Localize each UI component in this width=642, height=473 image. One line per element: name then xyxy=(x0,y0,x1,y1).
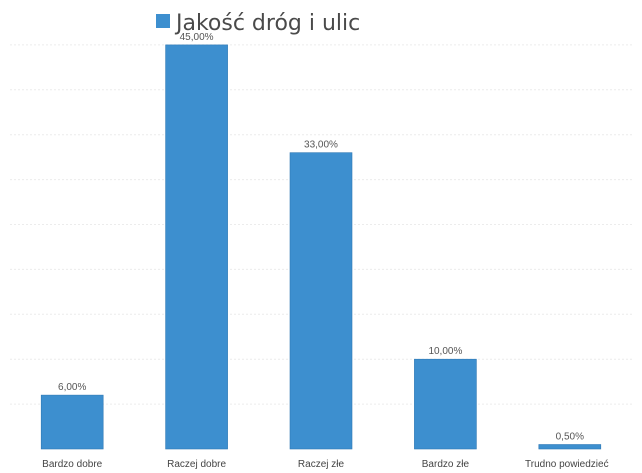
legend-label: Jakość dróg i ulic xyxy=(174,11,360,36)
x-tick-label: Trudno powiedzieć xyxy=(525,459,609,470)
bar xyxy=(165,44,228,450)
data-label: 33,00% xyxy=(304,140,338,151)
bars xyxy=(40,44,602,450)
x-tick-label: Bardzo dobre xyxy=(42,459,102,470)
x-tick-label: Bardzo złe xyxy=(422,459,470,470)
data-labels: 6,00% 45,00% 33,00% 10,00% 0,50% xyxy=(58,32,584,443)
data-label: 10,00% xyxy=(428,346,462,357)
x-tick-label: Raczej dobre xyxy=(167,459,226,470)
data-label: 0,50% xyxy=(556,432,584,443)
data-label: 45,00% xyxy=(180,32,214,43)
data-label: 6,00% xyxy=(58,382,86,393)
legend: Jakość dróg i ulic xyxy=(156,11,360,36)
x-tick-label: Raczej złe xyxy=(298,459,345,470)
x-tick-labels: Bardzo dobre Raczej dobre Raczej złe Bardzo… xyxy=(42,459,608,470)
bar xyxy=(538,444,602,450)
legend-swatch xyxy=(156,14,170,28)
bar xyxy=(289,152,353,450)
bar xyxy=(40,394,104,450)
bar xyxy=(414,358,477,450)
